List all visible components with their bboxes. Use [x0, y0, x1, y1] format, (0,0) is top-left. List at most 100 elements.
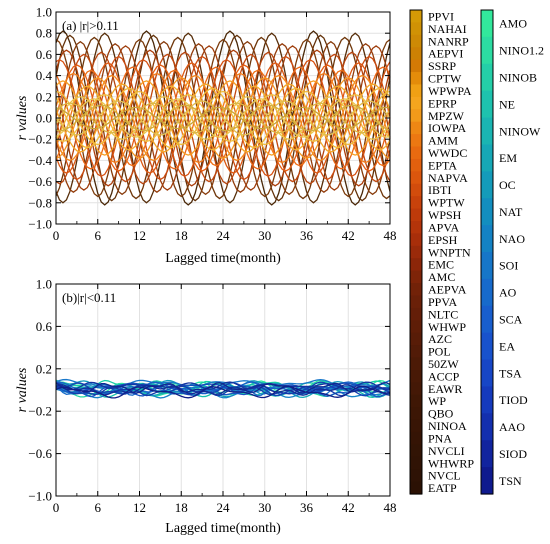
- legend-warm-label: EPSH: [428, 233, 458, 247]
- legend-warm-label: EATP: [428, 481, 457, 495]
- panel-a-series-line: [55, 104, 391, 132]
- legend-cool-swatch: [481, 171, 493, 199]
- panel-a-ytick-label: −0.8: [28, 195, 52, 210]
- legend-warm-swatch: [410, 96, 422, 110]
- panel-b-xtick-label: 36: [300, 500, 314, 515]
- legend-warm-swatch: [410, 245, 422, 259]
- legend-warm-swatch: [410, 469, 422, 483]
- legend-warm: PPVINAHAINANRPAEPVISSRPCPTWWPWPAEPRPMPZW…: [409, 9, 474, 495]
- legend-cool-label: SIOD: [499, 447, 527, 461]
- panel-b-series-line: [55, 381, 391, 394]
- legend-warm-label: WP: [428, 394, 446, 408]
- legend-cool-swatch: [481, 278, 493, 307]
- legend-cool-swatch: [481, 359, 493, 388]
- legend-cool-label: NINOB: [499, 71, 537, 85]
- panel-b-xtick-label: 42: [342, 500, 355, 515]
- legend-warm-label: WWDC: [428, 146, 467, 160]
- legend-cool-swatch: [481, 198, 493, 226]
- legend-warm-swatch: [410, 10, 422, 24]
- legend-warm-label: ACCP: [428, 369, 460, 383]
- legend-warm-label: WPWPA: [428, 84, 472, 98]
- legend-warm-swatch: [410, 382, 422, 396]
- legend-warm-swatch: [410, 407, 422, 421]
- legend-warm-swatch: [410, 419, 422, 433]
- panel-b-xlabel: Lagged time(month): [165, 521, 281, 536]
- legend-warm-label: MPZW: [428, 109, 465, 123]
- legend-cool-label: SOI: [499, 259, 518, 273]
- legend-cool-swatch: [481, 63, 493, 92]
- legend-warm-label: NAHAI: [428, 22, 467, 36]
- legend-warm-label: EMC: [428, 258, 454, 272]
- legend-warm-swatch: [410, 394, 422, 408]
- legend-warm-label: EPRP: [428, 96, 457, 110]
- legend-warm-swatch: [410, 307, 422, 321]
- panel-a-series-line: [55, 85, 391, 151]
- legend-warm-label: AMM: [428, 134, 458, 148]
- panel-a-series-line: [55, 90, 391, 146]
- legend-warm-swatch: [410, 158, 422, 172]
- panel-a-series-line: [55, 102, 391, 134]
- legend-cool-label: AO: [499, 286, 517, 300]
- legend-warm-label: EPTA: [428, 158, 457, 172]
- legend-warm-swatch: [410, 84, 422, 98]
- panel-b-xtick-label: 48: [384, 500, 397, 515]
- legend-cool-swatch: [481, 252, 493, 280]
- panel-b-xtick-label: 12: [133, 500, 146, 515]
- panel-a-xtick-label: 48: [384, 228, 397, 243]
- legend-warm-swatch: [410, 233, 422, 247]
- panel-a-ytick-label: −0.2: [28, 132, 52, 147]
- legend-warm-label: PNA: [428, 431, 452, 445]
- panel-b-series-line: [55, 385, 391, 397]
- legend-warm-swatch: [410, 47, 422, 61]
- legend-warm-label: AEPVA: [428, 283, 467, 297]
- legend-cool-swatch: [481, 440, 493, 468]
- legend-warm-label: NINOA: [428, 419, 467, 433]
- legend-cool-label: SCA: [499, 313, 523, 327]
- legend-cool-swatch: [481, 90, 493, 119]
- panel-a-ytick-label: −0.6: [28, 174, 52, 189]
- legend-cool-label: TSA: [499, 366, 522, 380]
- legend-warm-label: 50ZW: [428, 357, 459, 371]
- legend-cool-label: NINOW: [499, 124, 541, 138]
- panel-b-xtick-label: 24: [217, 500, 231, 515]
- legend-warm-swatch: [410, 134, 422, 148]
- legend-warm-swatch: [410, 258, 422, 272]
- legend-warm-swatch: [410, 220, 422, 234]
- legend-warm-frame: [409, 9, 423, 495]
- panel-a-series-line: [55, 83, 391, 153]
- legend-cool-label: NAO: [499, 232, 525, 246]
- panel-b-xtick-label: 0: [53, 500, 60, 515]
- panel-b-xtick-label: 6: [95, 500, 102, 515]
- panel-a-ytick-label: 1.0: [36, 5, 52, 20]
- panel-a-ytick-label: 0.6: [36, 47, 53, 62]
- legend-warm-label: WHWRP: [428, 456, 474, 470]
- legend-cool-swatch: [481, 36, 493, 65]
- legend-warm-label: AZC: [428, 332, 452, 346]
- panel-b-series: [55, 378, 391, 399]
- panel-a-xtick-label: 36: [300, 228, 314, 243]
- legend-warm-swatch: [410, 146, 422, 160]
- legend-warm-swatch: [410, 171, 422, 185]
- legend-warm-label: WHWP: [428, 320, 466, 334]
- legend-warm-swatch: [410, 196, 422, 210]
- panel-a-ytick-label: 0.4: [36, 68, 53, 83]
- legend-warm-swatch: [410, 59, 422, 73]
- legend-cool-label: TSN: [499, 474, 522, 488]
- panel-a-xtick-label: 30: [258, 228, 271, 243]
- legend-warm-swatch: [410, 332, 422, 346]
- legend-warm-swatch: [410, 72, 422, 86]
- panel-a-label: (a) |r|>0.11: [62, 18, 119, 33]
- legend-warm-swatch: [410, 431, 422, 445]
- legend-cool-label: NE: [499, 97, 515, 111]
- panel-a-xtick-label: 18: [175, 228, 188, 243]
- panel-a-series-line: [55, 87, 391, 149]
- panel-a-ytick-label: 0.8: [36, 26, 52, 41]
- legend-warm-label: PPVI: [428, 10, 454, 24]
- panel-b-series-line: [55, 385, 390, 399]
- panel-a-series-line: [55, 98, 391, 138]
- panel-a-series-line: [55, 106, 391, 130]
- panel-b-ylabel: r values: [15, 367, 30, 412]
- panel-a-xlabel: Lagged time(month): [165, 251, 281, 266]
- panel-b-ytick-label: 0.2: [36, 361, 52, 376]
- legend-warm-swatch: [410, 295, 422, 309]
